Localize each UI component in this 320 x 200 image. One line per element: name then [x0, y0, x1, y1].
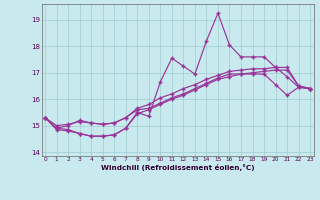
X-axis label: Windchill (Refroidissement éolien,°C): Windchill (Refroidissement éolien,°C): [101, 164, 254, 171]
